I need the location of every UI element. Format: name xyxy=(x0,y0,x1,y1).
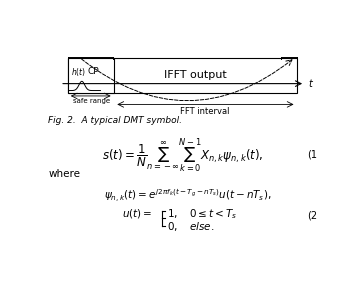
Text: $h(t)$: $h(t)$ xyxy=(71,66,86,78)
Text: $u(t) =$: $u(t) =$ xyxy=(122,207,152,220)
Text: CP: CP xyxy=(87,68,99,77)
Text: Fig. 2.  A typical DMT symbol.: Fig. 2. A typical DMT symbol. xyxy=(49,116,182,125)
Text: t: t xyxy=(308,79,312,89)
Text: IFFT output: IFFT output xyxy=(164,70,227,80)
Text: $s(t) = \dfrac{1}{N} \sum_{n=-\infty}^{\infty} \sum_{k=0}^{N-1} X_{n,k}\psi_{n,k: $s(t) = \dfrac{1}{N} \sum_{n=-\infty}^{\… xyxy=(102,137,263,175)
Text: $0,\quad \mathit{else.}$: $0,\quad \mathit{else.}$ xyxy=(167,220,215,233)
Bar xyxy=(68,58,297,93)
Text: $\psi_{n,k}(t) = e^{j2\pi f_k(t-T_g-nT_s)}u(t-nT_s),$: $\psi_{n,k}(t) = e^{j2\pi f_k(t-T_g-nT_s… xyxy=(104,187,272,204)
Text: (2: (2 xyxy=(307,211,317,221)
Text: safe range: safe range xyxy=(72,98,110,104)
Bar xyxy=(68,58,114,93)
Text: FFT interval: FFT interval xyxy=(180,107,230,116)
Text: (1: (1 xyxy=(307,149,317,159)
Text: $1,\quad 0 \leq t < T_s$: $1,\quad 0 \leq t < T_s$ xyxy=(167,207,237,221)
Text: where: where xyxy=(49,169,80,179)
